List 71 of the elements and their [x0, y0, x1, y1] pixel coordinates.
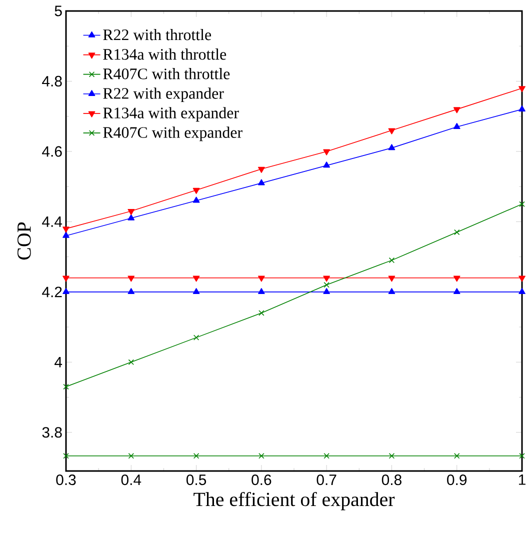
- point: [454, 229, 460, 236]
- point: [192, 276, 200, 282]
- x-tick-label: 0.6: [252, 474, 272, 486]
- point: [518, 105, 526, 112]
- point: [62, 226, 70, 233]
- point: [128, 288, 135, 294]
- point: [128, 359, 134, 366]
- x-tick-label: 0.7: [316, 474, 336, 486]
- point: [518, 86, 526, 92]
- point: [62, 288, 70, 294]
- x-tick-label: 1: [518, 474, 526, 485]
- y-tick-label: 4: [54, 357, 62, 368]
- legend-label: R407C with throttle: [103, 68, 230, 80]
- y-axis-title: COP: [17, 222, 31, 260]
- point: [258, 288, 265, 294]
- legend-label: R134a with expander: [103, 107, 239, 122]
- point: [323, 149, 330, 156]
- y-tick-label: 4.6: [42, 146, 62, 157]
- x-tick-label: 0.3: [56, 474, 76, 486]
- legend-label: R22 with expander: [103, 88, 224, 102]
- x-tick-label: 0.9: [447, 474, 467, 486]
- point: [128, 453, 134, 459]
- point: [258, 310, 264, 316]
- point: [388, 128, 396, 134]
- y-tick-label: 5: [54, 6, 62, 16]
- point: [258, 179, 265, 186]
- point: [453, 276, 460, 282]
- point: [388, 144, 396, 150]
- point: [323, 162, 330, 168]
- point: [453, 107, 460, 114]
- point: [192, 288, 200, 294]
- point: [193, 453, 200, 459]
- point: [388, 288, 396, 294]
- point: [63, 384, 69, 390]
- point: [324, 453, 330, 459]
- point: [518, 276, 526, 282]
- point: [128, 214, 135, 220]
- y-tick-label: 3.8: [42, 427, 62, 438]
- legend-label: R407C with expander: [103, 126, 242, 142]
- point: [192, 188, 200, 194]
- y-tick-label: 4.2: [42, 286, 62, 298]
- point: [324, 282, 330, 288]
- point: [518, 288, 526, 294]
- x-axis-title: The efficient of expander: [194, 492, 395, 510]
- x-tick-label: 0.4: [121, 474, 142, 486]
- point: [193, 334, 200, 340]
- legend-label: R22 with throttle: [103, 28, 212, 40]
- point: [62, 276, 70, 282]
- point: [258, 166, 265, 173]
- point: [453, 288, 460, 294]
- point: [128, 276, 135, 282]
- y-tick-label: 4.8: [42, 76, 62, 87]
- point: [323, 288, 330, 294]
- point: [519, 201, 525, 207]
- point: [388, 453, 395, 459]
- x-tick-label: 0.5: [186, 474, 206, 486]
- point: [454, 453, 460, 459]
- point: [258, 276, 265, 282]
- point: [62, 232, 70, 238]
- point: [388, 257, 395, 264]
- x-tick-label: 0.8: [382, 474, 402, 486]
- point: [323, 276, 330, 282]
- legend-label: R134a with throttle: [103, 48, 226, 60]
- point: [258, 453, 264, 459]
- point: [128, 209, 135, 216]
- point: [453, 122, 460, 130]
- point: [519, 453, 525, 459]
- point: [192, 196, 200, 203]
- point: [63, 453, 69, 459]
- y-tick-label: 4.4: [42, 216, 62, 227]
- point: [388, 276, 396, 282]
